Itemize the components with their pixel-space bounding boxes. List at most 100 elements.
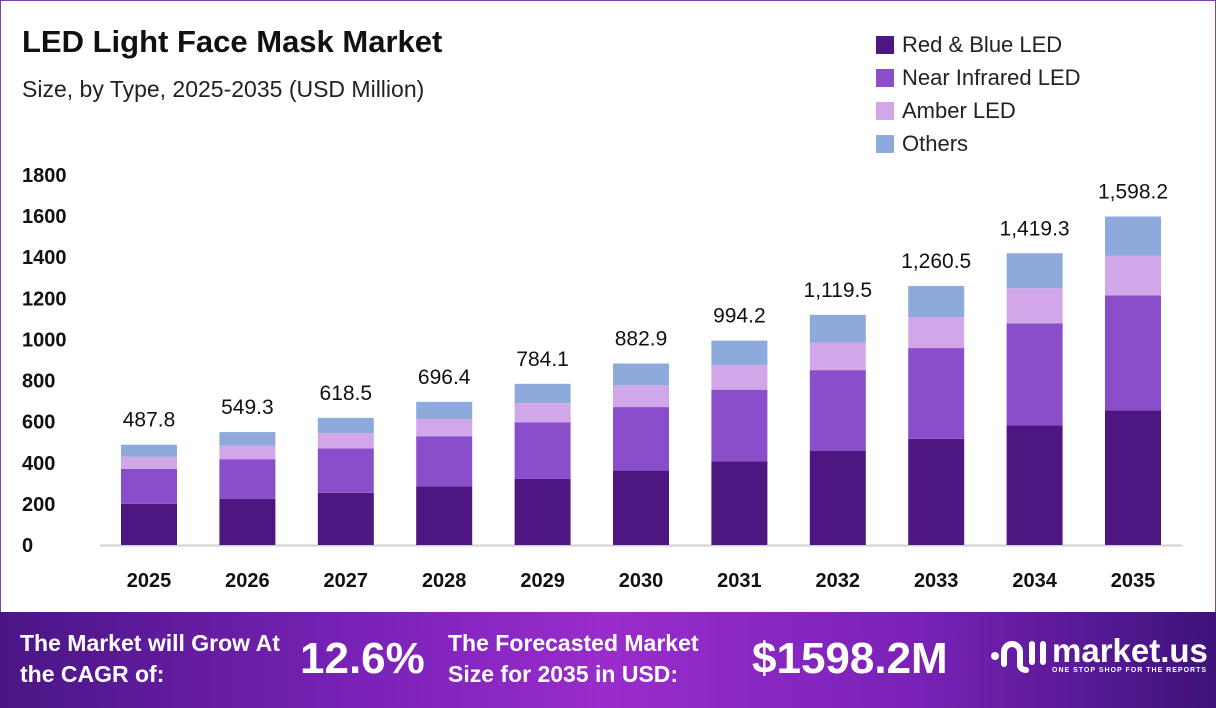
- total-label: 696.4: [418, 366, 471, 389]
- bar-segment: [809, 450, 866, 545]
- market-us-logo: market.us ONE STOP SHOP FOR THE REPORTS: [990, 634, 1208, 674]
- bar-segment: [908, 285, 965, 317]
- legend-label: Red & Blue LED: [902, 31, 1063, 57]
- legend-item-near-infrared: Near Infrared LED: [876, 61, 1081, 94]
- forecast-label: The Forecasted Market Size for 2035 in U…: [448, 630, 699, 687]
- legend-item-red-blue: Red & Blue LED: [876, 28, 1081, 61]
- bar-segment: [1105, 216, 1161, 256]
- legend-swatch: [876, 101, 894, 120]
- bar-segment: [416, 419, 473, 437]
- total-label: 784.1: [516, 348, 569, 371]
- bar-segment: [1006, 323, 1063, 426]
- legend-label: Amber LED: [902, 97, 1016, 123]
- logo-name: market.us: [1052, 631, 1208, 669]
- y-tick-label: 1600: [22, 206, 67, 228]
- bar-segment: [711, 365, 768, 390]
- y-tick-label: 0: [22, 535, 33, 557]
- legend-swatch: [876, 68, 894, 87]
- total-label: 549.3: [221, 396, 274, 419]
- bar-segment: [613, 363, 669, 386]
- bar-segment: [219, 432, 276, 446]
- total-label: 1,119.5: [804, 279, 873, 302]
- bar-segment: [1006, 288, 1063, 324]
- bar-segment: [416, 486, 473, 545]
- legend-item-others: Others: [876, 127, 1081, 160]
- y-tick-label: 1800: [22, 165, 67, 187]
- x-tick-label: 2030: [619, 570, 664, 592]
- bar-segment: [613, 407, 669, 471]
- y-tick-label: 1000: [22, 329, 67, 351]
- total-label: 487.8: [123, 409, 176, 432]
- bar-segment: [416, 401, 473, 420]
- bar-segment: [908, 316, 965, 349]
- bar-segment: [416, 436, 473, 487]
- y-tick-label: 800: [22, 371, 55, 393]
- y-tick-label: 1400: [22, 247, 67, 269]
- x-tick-label: 2028: [422, 570, 467, 592]
- cagr-label: The Market will Grow At the CAGR of:: [20, 630, 280, 687]
- x-tick-label: 2034: [1012, 570, 1057, 592]
- total-label: 1,260.5: [901, 250, 971, 273]
- bar-segment: [317, 448, 374, 493]
- bar-segment: [809, 314, 866, 343]
- bar-segment: [908, 438, 965, 545]
- bar-segment: [711, 340, 768, 366]
- bar-segment: [613, 470, 669, 545]
- logo-tagline: ONE STOP SHOP FOR THE REPORTS: [1052, 666, 1208, 674]
- bar-segment: [121, 456, 177, 469]
- bar-segment: [121, 503, 177, 545]
- legend-swatch: [876, 134, 894, 153]
- bar-segment: [711, 461, 768, 545]
- bar-segment: [711, 389, 768, 462]
- forecast-value: $1598.2M: [752, 634, 948, 683]
- bar-segment: [514, 403, 571, 423]
- bar-segment: [1105, 255, 1161, 296]
- x-tick-label: 2033: [914, 570, 959, 592]
- x-tick-label: 2031: [717, 570, 762, 592]
- y-tick-label: 200: [22, 494, 55, 516]
- bar-segment: [1105, 410, 1161, 545]
- legend-label: Near Infrared LED: [902, 64, 1081, 90]
- bar-segment: [514, 383, 571, 404]
- legend-swatch: [876, 35, 894, 54]
- bar-segment: [219, 445, 276, 460]
- legend-item-amber: Amber LED: [876, 94, 1081, 127]
- bar-segment: [1006, 425, 1063, 545]
- bar-segment: [613, 385, 669, 408]
- bar-segment: [514, 422, 571, 479]
- bar-segment: [317, 492, 374, 545]
- x-tick-label: 2027: [324, 570, 369, 592]
- chart-subtitle: Size, by Type, 2025-2035 (USD Million): [22, 76, 425, 102]
- bar-segment: [908, 348, 965, 439]
- market-us-logo-icon: [991, 641, 1046, 673]
- x-tick-label: 2026: [225, 570, 270, 592]
- bar-segment: [1006, 253, 1063, 289]
- x-tick-label: 2032: [816, 570, 861, 592]
- footer-banner: The Market will Grow At the CAGR of: 12.…: [0, 612, 1216, 708]
- total-label: 1,419.3: [1000, 217, 1070, 240]
- y-tick-label: 400: [22, 453, 55, 475]
- y-tick-label: 1200: [22, 288, 67, 310]
- y-tick-label: 600: [22, 412, 55, 434]
- bar-segment: [809, 370, 866, 451]
- bar-segment: [121, 468, 177, 504]
- legend-label: Others: [902, 130, 969, 156]
- bar-segment: [1105, 295, 1161, 411]
- cagr-value: 12.6%: [300, 634, 425, 683]
- bar-chart: 0 200 400 600 800 1000 1200 1400 1600 1800 487.8 20…: [22, 165, 1182, 592]
- x-tick-label: 2029: [520, 570, 565, 592]
- total-label: 882.9: [615, 328, 668, 351]
- total-label: 618.5: [320, 382, 373, 405]
- legend: Red & Blue LED Near Infrared LED Amber L…: [876, 28, 1081, 160]
- bar-segment: [317, 417, 374, 434]
- bar-segment: [121, 444, 177, 457]
- bar-segment: [317, 433, 374, 449]
- x-tick-label: 2035: [1111, 570, 1156, 592]
- bar-segment: [809, 342, 866, 371]
- x-tick-label: 2025: [127, 570, 172, 592]
- bar-segment: [219, 459, 276, 499]
- chart-title: LED Light Face Mask Market: [22, 24, 443, 59]
- total-label: 1,598.2: [1098, 180, 1168, 203]
- total-label: 994.2: [713, 305, 766, 328]
- bar-segment: [219, 498, 276, 545]
